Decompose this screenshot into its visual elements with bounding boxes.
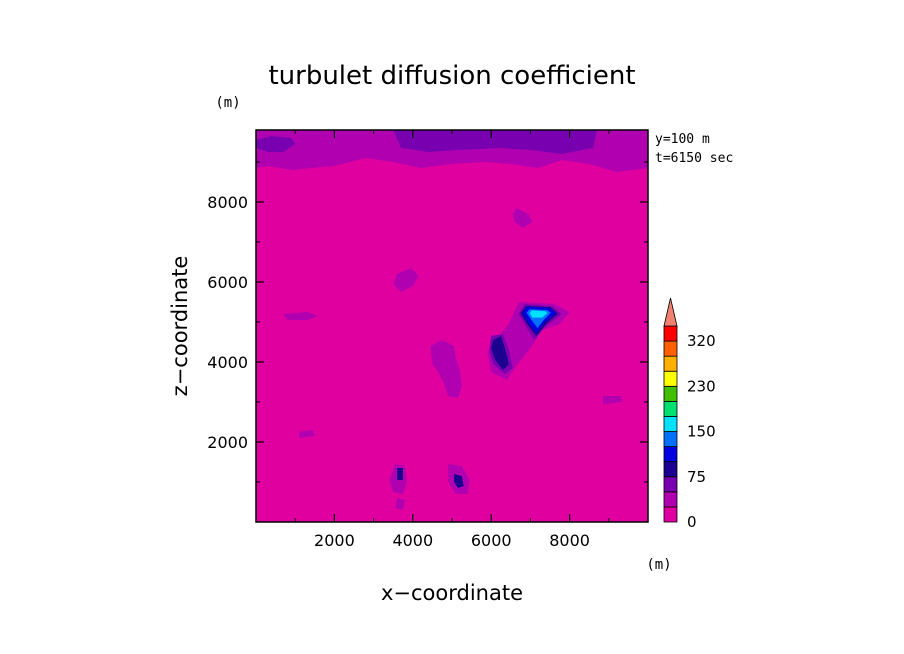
x-tick-label: 4000 bbox=[392, 531, 433, 550]
colorbar-segment bbox=[663, 325, 678, 342]
contour-region-17 bbox=[397, 468, 403, 480]
colorbar-segment bbox=[663, 491, 678, 508]
y-axis: 2000 4000 6000 8000 bbox=[207, 161, 648, 483]
colorbar-tick-label: 230 bbox=[687, 377, 716, 395]
y-tick-label: 4000 bbox=[207, 353, 248, 372]
contour-region-21 bbox=[529, 310, 548, 318]
contour-region-18 bbox=[454, 474, 464, 488]
y-tick-label: 2000 bbox=[207, 433, 248, 452]
contour-region-10 bbox=[395, 498, 405, 510]
contour-region-2 bbox=[256, 136, 296, 152]
contour-region-16 bbox=[491, 336, 509, 370]
colorbar-tick-label: 75 bbox=[687, 468, 706, 486]
colorbar-segment bbox=[663, 476, 678, 493]
x-tick-label: 8000 bbox=[549, 531, 590, 550]
colorbar-segment bbox=[663, 431, 678, 448]
y-tick-label: 6000 bbox=[207, 273, 248, 292]
colorbar-segment bbox=[663, 506, 678, 523]
contour-region-12 bbox=[299, 430, 315, 438]
contour-region-7 bbox=[430, 340, 462, 398]
x-unit-label: (m) bbox=[646, 557, 671, 573]
contour-region-4 bbox=[393, 268, 419, 292]
x-tick-label: 6000 bbox=[471, 531, 512, 550]
colorbar-segment bbox=[663, 400, 678, 417]
y-axis-label: z−coordinate bbox=[168, 256, 192, 397]
colorbar-segment bbox=[663, 370, 678, 387]
colorbar-tick-label: 0 bbox=[687, 513, 697, 531]
contour-region-11 bbox=[602, 396, 623, 404]
y-unit-label: (m) bbox=[215, 95, 240, 111]
colorbar-segment bbox=[663, 355, 678, 372]
plot-background bbox=[256, 130, 648, 522]
contour-region-1 bbox=[393, 130, 597, 154]
colorbar: 0 75 150 230 320 bbox=[663, 297, 716, 531]
colorbar-tick-label: 150 bbox=[687, 423, 716, 441]
x-axis-label: x−coordinate bbox=[381, 581, 523, 605]
colorbar-tick-label: 320 bbox=[687, 332, 716, 350]
colorbar-segment bbox=[663, 340, 678, 357]
y-tick-label: 8000 bbox=[207, 193, 248, 212]
colorbar-segment bbox=[663, 461, 678, 478]
annotation-y-level: y=100 m bbox=[655, 132, 710, 147]
contour-layer bbox=[256, 130, 648, 510]
x-axis: 2000 4000 6000 8000 bbox=[294, 130, 610, 550]
colorbar-segment bbox=[663, 385, 678, 402]
colorbar-segment bbox=[663, 446, 678, 463]
annotation-time: t=6150 sec bbox=[655, 151, 733, 166]
chart-title: turbulet diffusion coefficient bbox=[268, 61, 635, 91]
colorbar-segment bbox=[663, 416, 678, 432]
contour-region-3 bbox=[512, 208, 533, 228]
x-tick-label: 2000 bbox=[314, 531, 355, 550]
colorbar-max-arrow bbox=[663, 297, 678, 327]
contour-region-5 bbox=[283, 312, 319, 320]
